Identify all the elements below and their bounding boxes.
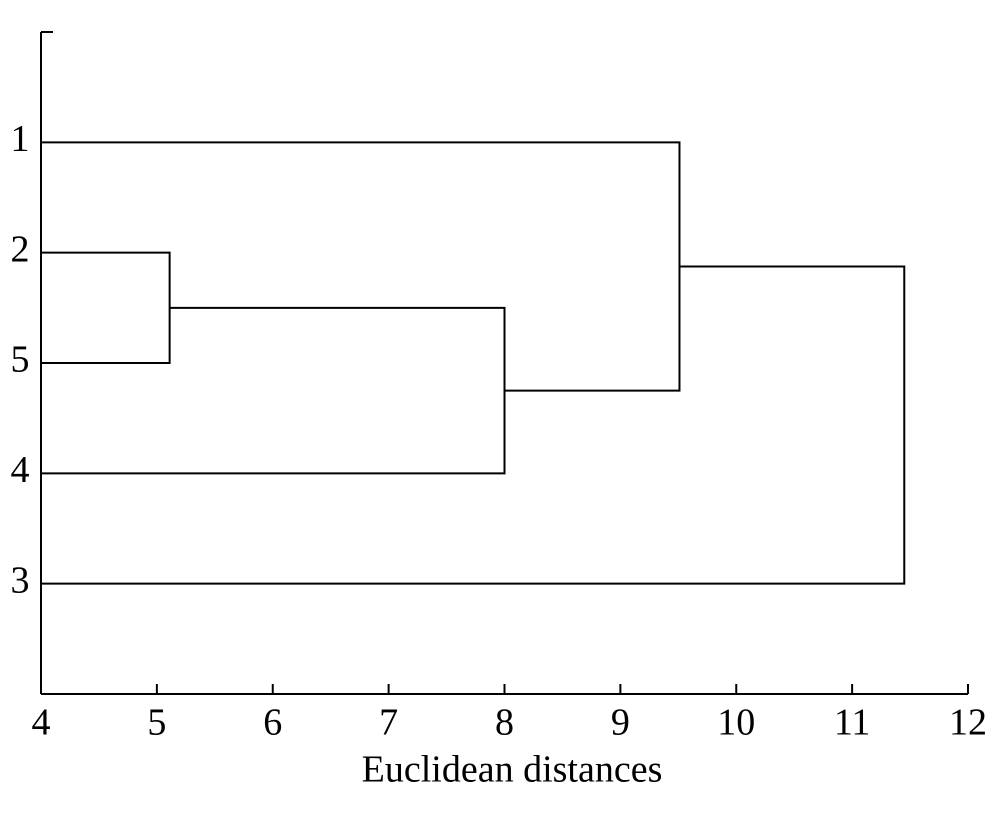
x-tick-label: 5 [147,702,166,744]
x-tick-label: 12 [949,702,987,744]
x-tick-label: 6 [263,702,282,744]
leaf-label: 5 [11,339,30,381]
cluster-link [41,141,681,392]
x-tick-label: 7 [379,702,398,744]
cluster-link [41,251,171,364]
leaf-label: 4 [11,449,30,491]
x-tick-label: 4 [32,702,51,744]
cluster-link [41,306,506,475]
x-axis-label: Euclidean distances [362,749,663,791]
x-tick-label: 8 [495,702,514,744]
cluster-link [41,265,906,585]
x-tick-label: 11 [834,702,871,744]
leaf-label: 3 [11,559,30,601]
x-tick-label: 10 [717,702,755,744]
x-tick-label: 9 [611,702,630,744]
leaf-label: 2 [11,228,30,270]
leaf-label: 1 [11,118,30,160]
